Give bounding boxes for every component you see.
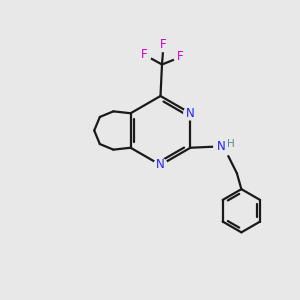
Text: N: N — [156, 158, 165, 172]
Text: H: H — [227, 140, 235, 149]
Circle shape — [184, 106, 197, 120]
Text: F: F — [160, 38, 167, 52]
Text: N: N — [186, 107, 195, 120]
Circle shape — [154, 158, 167, 172]
Text: F: F — [177, 50, 184, 64]
Text: N: N — [217, 140, 226, 153]
Circle shape — [157, 38, 170, 52]
Text: F: F — [141, 48, 148, 62]
Circle shape — [174, 50, 187, 64]
Circle shape — [214, 136, 233, 156]
Circle shape — [138, 48, 151, 62]
